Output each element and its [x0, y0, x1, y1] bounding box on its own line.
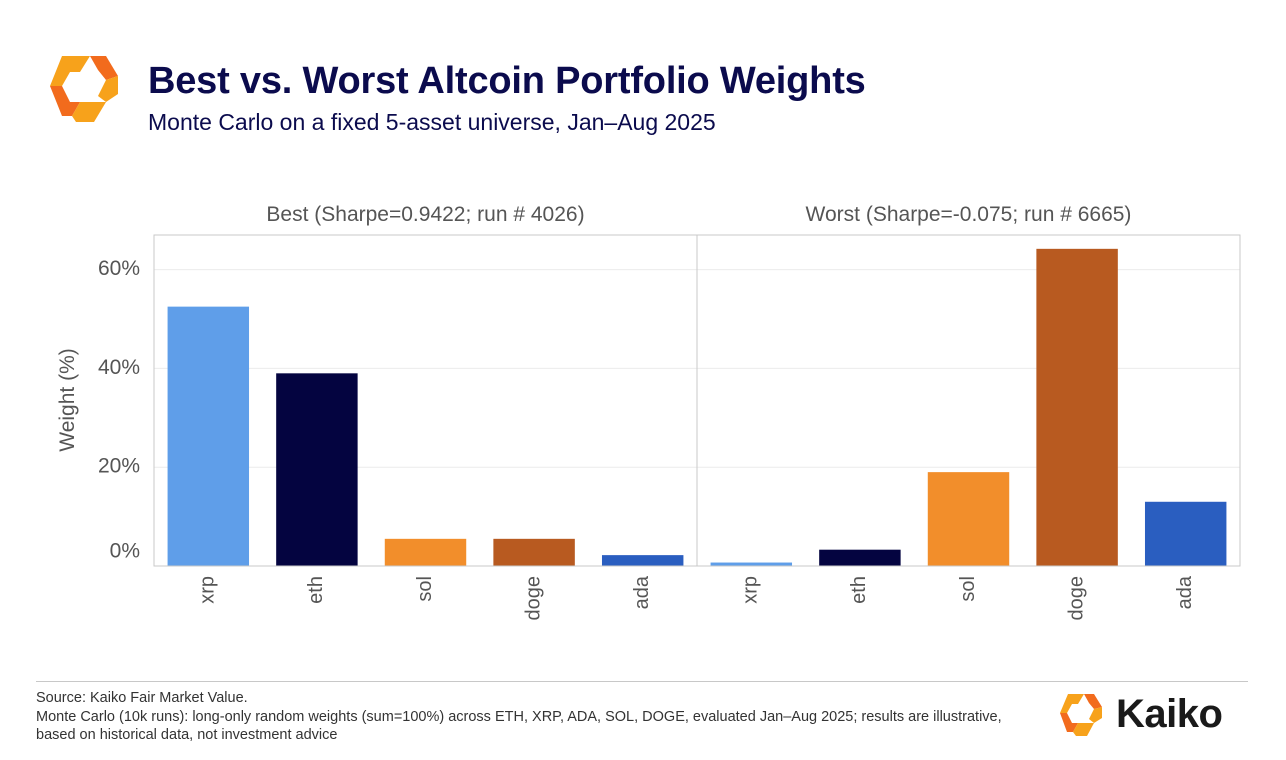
x-tick-label: sol	[414, 576, 436, 602]
footer-note: Monte Carlo (10k runs): long-only random…	[36, 709, 1002, 743]
kaiko-hexagon-icon	[50, 56, 118, 122]
bar-doge-best	[493, 538, 575, 566]
x-tick-label: eth	[305, 576, 327, 604]
bar-sol-worst	[927, 472, 1010, 566]
chart-subtitle: Monte Carlo on a fixed 5-asset universe,…	[148, 109, 716, 135]
y-tick-label: 40%	[98, 356, 140, 379]
x-tick-label: ada	[631, 575, 653, 609]
x-tick-label: xrp	[740, 576, 762, 604]
footer-source: Source: Kaiko Fair Market Value.	[36, 690, 248, 706]
y-axis-label: Weight (%)	[56, 348, 79, 451]
bar-eth-worst	[819, 549, 901, 566]
footer-divider	[36, 681, 1248, 682]
bar-ada-best	[601, 555, 684, 566]
y-tick-label: 20%	[98, 455, 140, 478]
x-tick-label: eth	[848, 576, 870, 604]
bar-sol-best	[384, 538, 467, 566]
kaiko-logo-icon	[1060, 694, 1102, 736]
bar-eth-best	[276, 373, 358, 566]
panel-frame	[696, 234, 1241, 567]
x-tick-label: doge	[522, 576, 544, 621]
x-tick-label: ada	[1174, 575, 1196, 609]
brand-name: Kaiko	[1116, 692, 1223, 736]
bar-xrp-worst	[710, 562, 793, 566]
bar-xrp-best	[167, 306, 250, 566]
chart-title: Best vs. Worst Altcoin Portfolio Weights	[148, 60, 866, 102]
x-tick-label: sol	[957, 576, 979, 602]
chart-area: xrp eth sol doge ada Best (Sharpe=0.9422; run…	[56, 203, 1241, 621]
y-tick-label: 0%	[110, 540, 140, 563]
panel-title: Best (Sharpe=0.9422; run # 4026)	[266, 203, 584, 226]
panel-title: Worst (Sharpe=-0.075; run # 6665)	[806, 203, 1132, 226]
x-tick-label: xrp	[197, 576, 219, 604]
x-tick-label: doge	[1065, 576, 1087, 621]
bar-doge-worst	[1036, 248, 1118, 567]
bar-ada-worst	[1144, 501, 1227, 566]
y-tick-label: 60%	[98, 257, 140, 280]
